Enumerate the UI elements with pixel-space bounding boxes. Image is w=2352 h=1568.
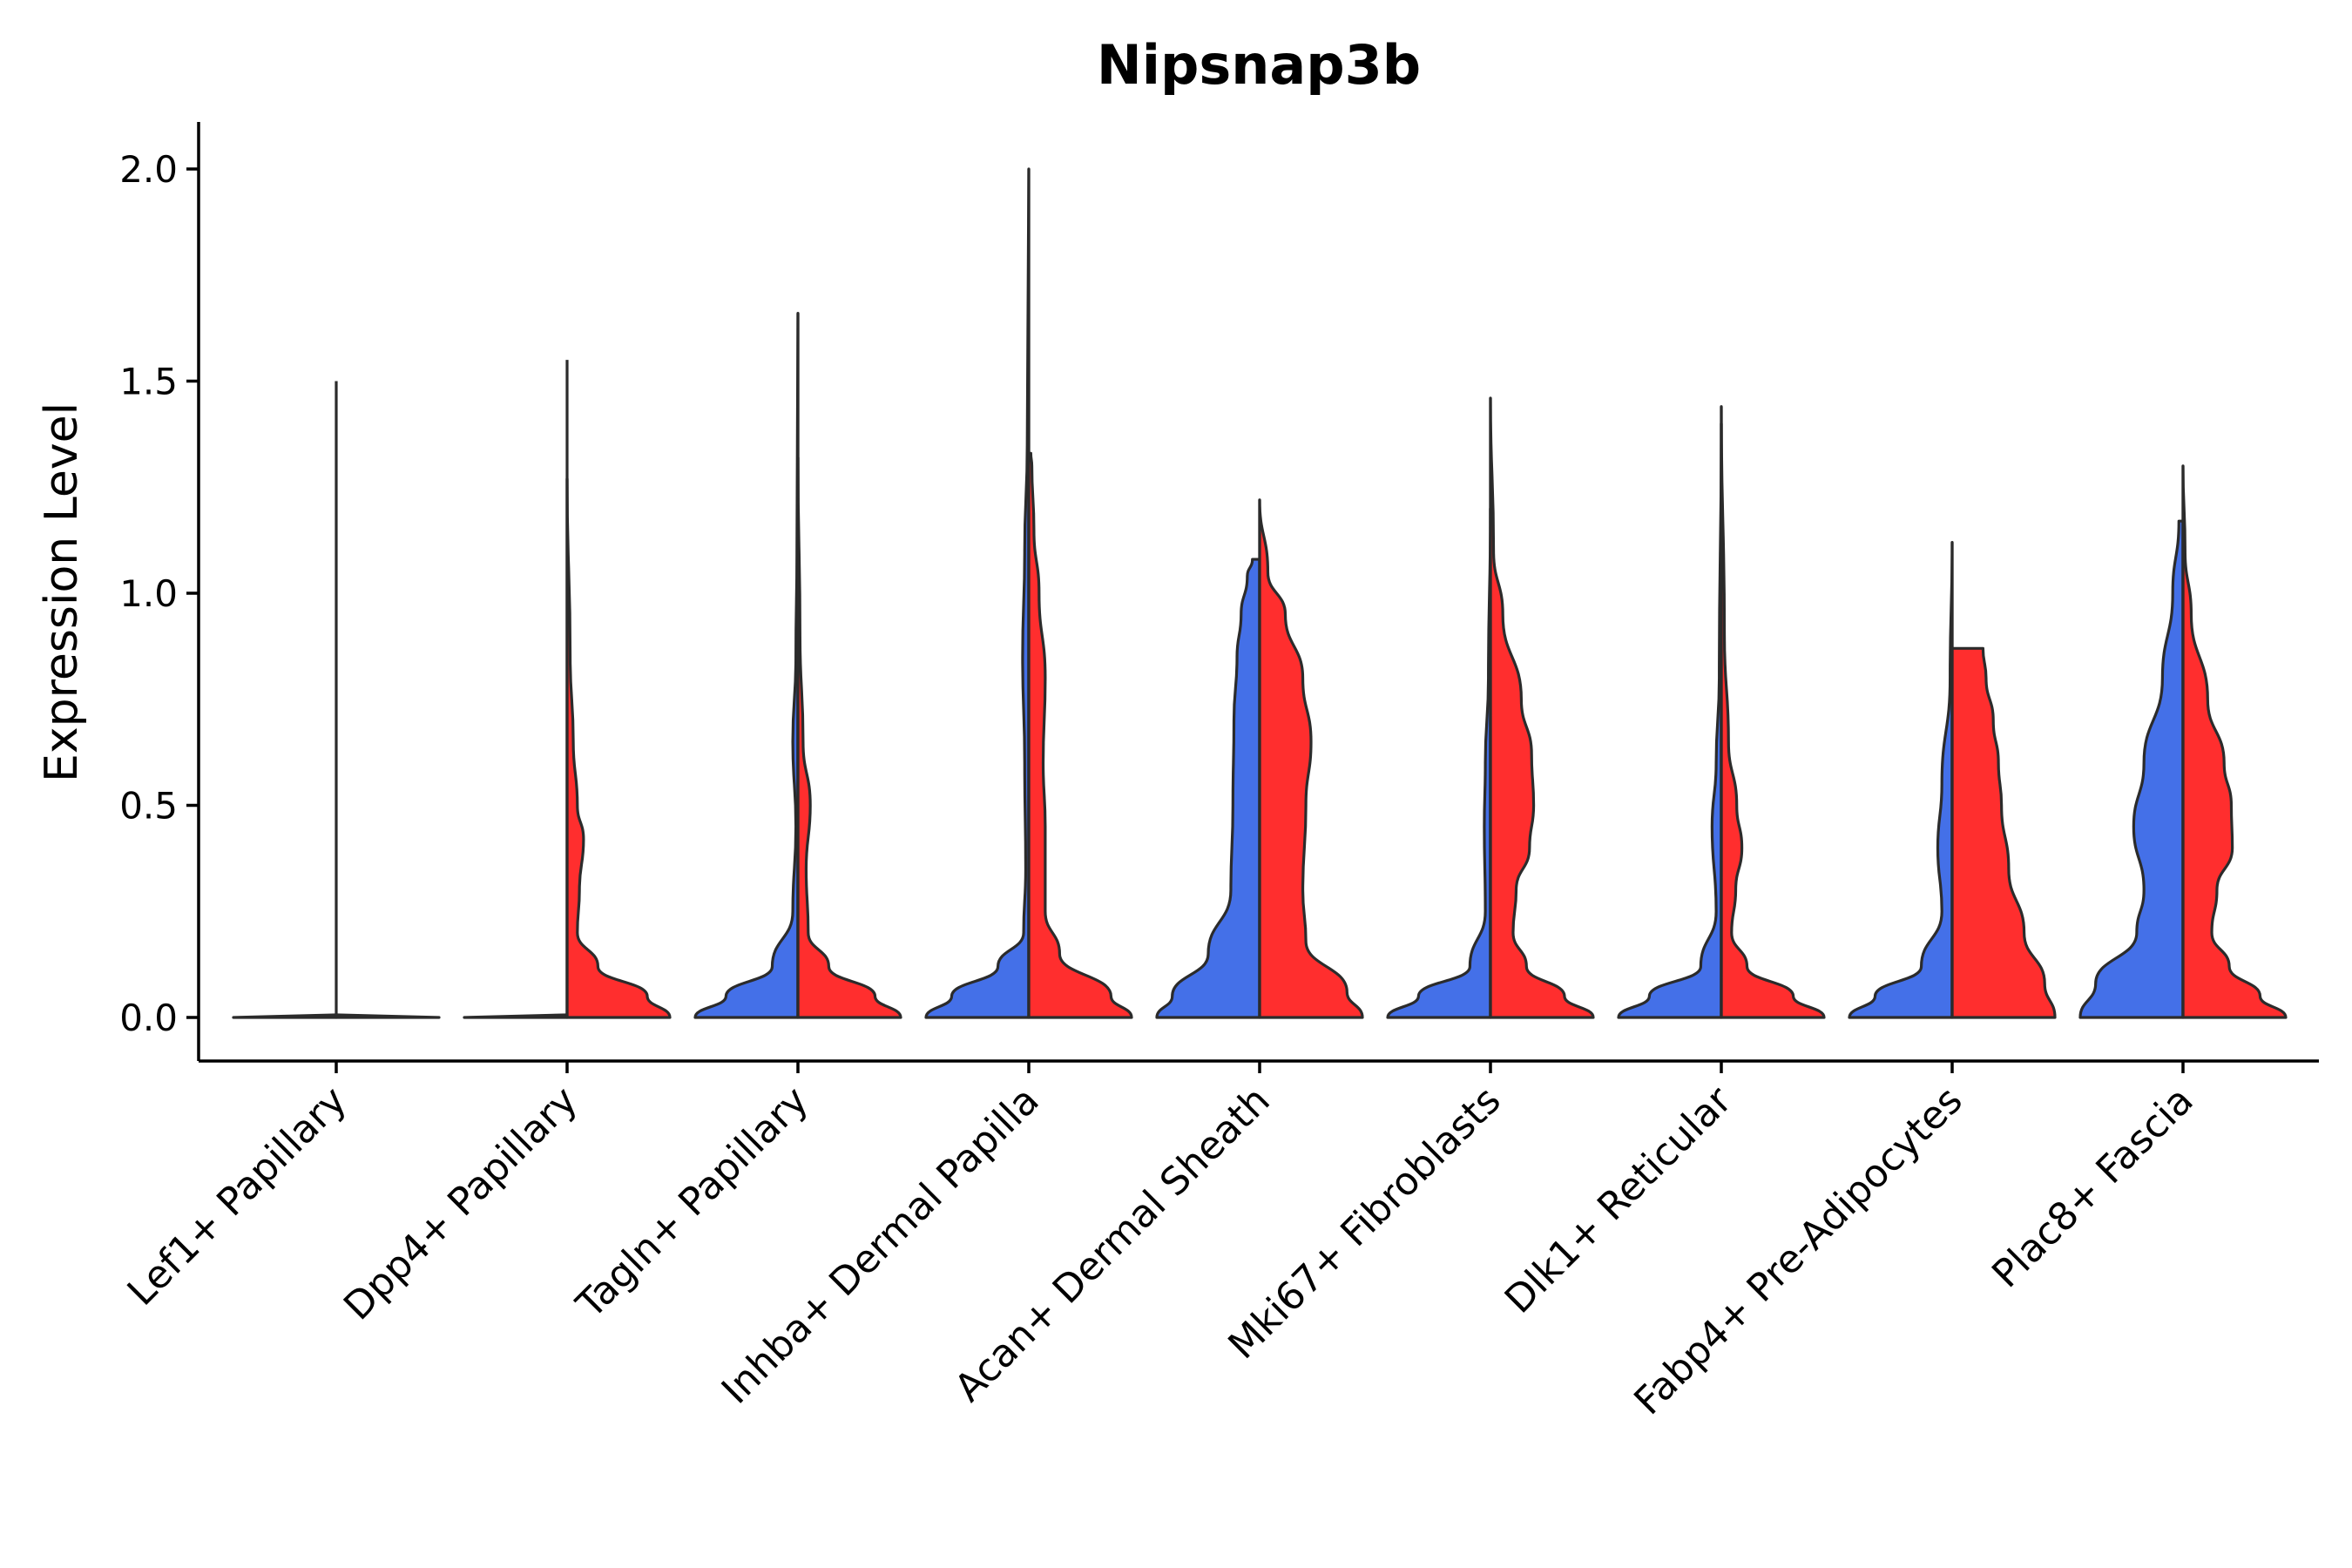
violin-left-acan-dermal-sheath	[1155, 558, 1261, 1019]
x-tick-label-lef1-papillary: Lef1+ Papillary	[119, 1078, 355, 1315]
y-tick-label: 2.0	[119, 148, 178, 191]
y-axis-label: Expression Level	[36, 402, 88, 782]
violin-left-fabp4-pre-adipocytes	[1848, 540, 1954, 1019]
y-tick-label: 0.5	[119, 785, 178, 828]
violin-left-tagln-papillary	[693, 311, 800, 1019]
y-tick-label: 1.5	[119, 361, 178, 403]
violin-right-fabp4-pre-adipocytes	[1950, 646, 2057, 1019]
violin-right-dlk1-reticular	[1720, 405, 1826, 1019]
violin-right-dpp4-papillary	[565, 476, 672, 1019]
violin-left-lef1-papillary	[232, 1013, 338, 1019]
chart-title: Nipsnap3b	[1097, 33, 1421, 97]
violin-left-dpp4-papillary	[463, 1013, 569, 1019]
violin-right-lef1-papillary	[335, 1013, 441, 1019]
x-tick-label-dpp4-papillary: Dpp4+ Papillary	[335, 1078, 586, 1329]
y-axis: 0.0 0.5 1.0 1.5 2.0	[119, 122, 200, 1061]
x-tick-label-plac8-fascia: Plac8+ Fascia	[1984, 1078, 2202, 1297]
plot-area	[232, 167, 2288, 1019]
violin-right-mki67-fibroblasts	[1489, 396, 1595, 1019]
violin-left-plac8-fascia	[2078, 519, 2185, 1019]
y-tick-label: 0.0	[119, 997, 178, 1039]
violin-left-mki67-fibroblasts	[1386, 507, 1492, 1019]
violin-right-plac8-fascia	[2181, 464, 2288, 1019]
violin-left-dlk1-reticular	[1617, 422, 1723, 1019]
y-tick-label: 1.0	[119, 572, 178, 615]
violin-right-acan-dermal-sheath	[1258, 498, 1364, 1019]
violin-right-tagln-papillary	[796, 456, 902, 1019]
x-tick-label-tagln-papillary: Tagln+ Papillary	[568, 1078, 817, 1328]
x-tick-label-dlk1-reticular: Dlk1+ Reticular	[1497, 1078, 1741, 1322]
violin-left-inhba-dermal-papilla	[924, 167, 1031, 1019]
violin-right-inhba-dermal-papilla	[1027, 451, 1133, 1019]
